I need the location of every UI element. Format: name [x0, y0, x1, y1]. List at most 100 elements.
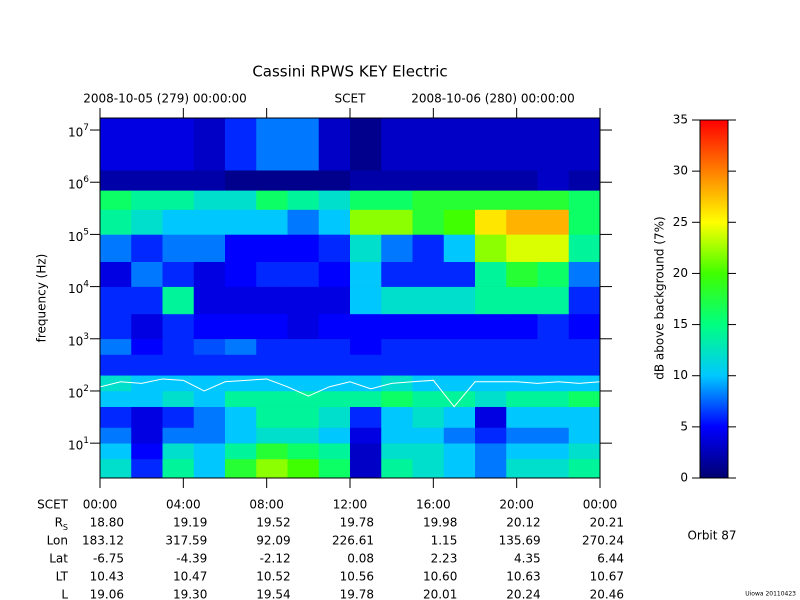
spectrogram-cell [256, 338, 288, 355]
spectrogram-cell [318, 234, 351, 262]
spectrogram-cell [131, 118, 163, 171]
spectrogram-cell [350, 443, 382, 460]
ephemeris-value: 4.35 [514, 552, 541, 566]
spectrogram-cell [443, 406, 476, 428]
spectrogram-cell [506, 390, 538, 407]
spectrogram-cell [475, 234, 507, 262]
colorbar-label: dB above background (7%) [653, 216, 667, 379]
spectrogram-cell [568, 443, 601, 460]
y-tick-exponent: 1 [83, 436, 89, 446]
spectrogram-cell [443, 286, 476, 315]
spectrogram-cell [287, 170, 320, 191]
spectrogram-cell [506, 170, 538, 191]
ephemeris-row-label: LT [56, 570, 69, 584]
spectrogram-cell [350, 190, 382, 210]
spectrogram-cell [256, 190, 288, 210]
spectrogram-cell [412, 427, 445, 444]
spectrogram-cell [475, 354, 507, 376]
spectrogram-cell [193, 118, 226, 171]
spectrogram-cell [131, 375, 163, 392]
spectrogram-cell [162, 234, 195, 262]
spectrogram-cell [443, 170, 476, 191]
ephemeris-value: 10.67 [590, 570, 624, 584]
spectrogram-cell [568, 390, 601, 407]
x-tick-label: 20:00 [499, 498, 534, 512]
spectrogram-cell [287, 443, 320, 460]
spectrogram-cell [225, 190, 257, 210]
spectrogram-cell [506, 118, 538, 171]
spectrogram-cell [381, 443, 413, 460]
spectrogram-cell [412, 170, 445, 191]
spectrogram-cell [475, 338, 507, 355]
spectrogram-cell [568, 427, 601, 444]
spectrogram-cell [412, 458, 445, 479]
spectrogram-cell [100, 406, 132, 428]
spectrogram-cell [475, 458, 507, 479]
spectrogram-cell [131, 427, 163, 444]
ephemeris-value: 20.12 [506, 516, 540, 530]
spectrogram-cell [100, 118, 132, 171]
spectrogram-cell [568, 170, 601, 191]
spectrogram-cell [225, 443, 257, 460]
spectrogram-cell [506, 286, 538, 315]
axis-center-label: SCET [335, 92, 367, 106]
spectrogram-cell [568, 406, 601, 428]
spectrogram-cell [225, 286, 257, 315]
spectrogram-cell [412, 118, 445, 171]
spectrogram-cell [256, 390, 288, 407]
spectrogram-cell [475, 390, 507, 407]
spectrogram-cell [318, 286, 351, 315]
spectrogram-cell [412, 375, 445, 392]
spectrogram-cell [381, 209, 413, 235]
spectrogram-cell [381, 406, 413, 428]
ephemeris-value: 20.01 [423, 588, 457, 600]
spectrogram-cell [350, 458, 382, 479]
spectrogram-cell [381, 427, 413, 444]
end-label: 2008-10-06 (280) 00:00:00 [411, 92, 575, 106]
spectrogram-cell [225, 170, 257, 191]
spectrogram-cell [412, 261, 445, 287]
spectrogram-cell [412, 390, 445, 407]
spectrogram-cell [225, 261, 257, 287]
spectrogram-cell [475, 313, 507, 340]
spectrogram-cell [287, 375, 320, 392]
spectrogram-cell [475, 375, 507, 392]
spectrogram-cell [568, 234, 601, 262]
spectrogram-cell [287, 261, 320, 287]
spectrogram-cell [506, 338, 538, 355]
spectrogram-cell [287, 234, 320, 262]
spectrogram-cell [443, 234, 476, 262]
spectrogram-cell [100, 458, 132, 479]
spectrogram-cell [475, 209, 507, 235]
spectrogram-cell [287, 338, 320, 355]
spectrogram-cell [131, 190, 163, 210]
chart-title: Cassini RPWS KEY Electric [252, 63, 447, 81]
spectrogram-cell [131, 234, 163, 262]
spectrogram-cell [381, 261, 413, 287]
spectrogram-cell [287, 286, 320, 315]
spectrogram-cell [537, 338, 570, 355]
spectrogram-cell [350, 209, 382, 235]
spectrogram-cell [162, 354, 195, 376]
spectrogram-cell [537, 375, 570, 392]
spectrogram-cell [287, 190, 320, 210]
spectrogram-cell [412, 338, 445, 355]
spectrogram-cell [537, 190, 570, 210]
spectrogram-cell [162, 190, 195, 210]
spectrogram-cell [537, 261, 570, 287]
spectrogram-cell [475, 443, 507, 460]
colorbar-tick-label: 35 [673, 113, 688, 127]
spectrogram-cell [506, 427, 538, 444]
spectrogram-cell [100, 234, 132, 262]
spectrogram-cell [537, 170, 570, 191]
spectrogram-cell [131, 458, 163, 479]
y-tick-exponent: 3 [83, 331, 89, 341]
spectrogram-cell [537, 209, 570, 235]
spectrogram-cell [162, 118, 195, 171]
spectrogram-cell [506, 443, 538, 460]
spectrogram-cell [318, 261, 351, 287]
spectrogram-cell [318, 427, 351, 444]
ephemeris-value: 0.08 [347, 552, 374, 566]
spectrogram-cell [506, 458, 538, 479]
